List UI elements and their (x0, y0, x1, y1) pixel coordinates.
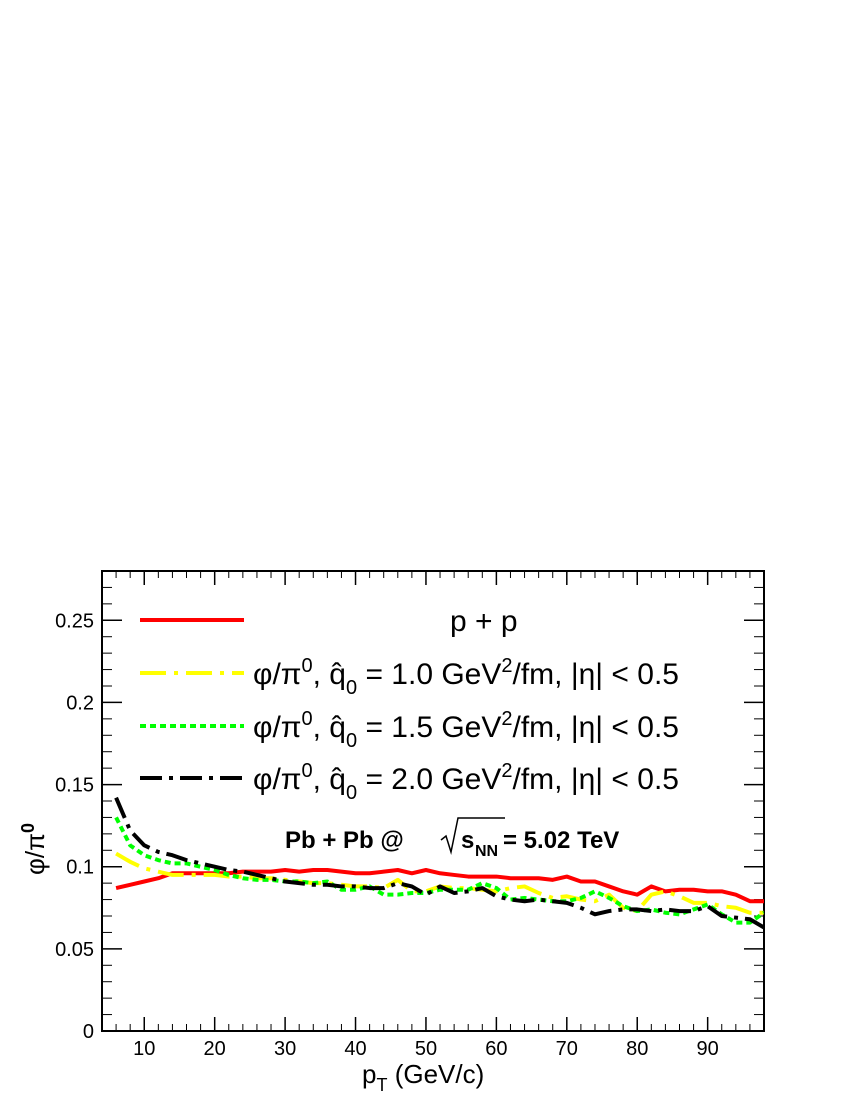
series-line-2 (114, 816, 764, 925)
legend-label-1: φ/π0, q̂0 = 1.0 GeV2/fm, |η| < 0.5 (253, 655, 679, 699)
legend-label-3: φ/π0, q̂0 = 2.0 GeV2/fm, |η| < 0.5 (253, 760, 679, 804)
legend-label-0: p + p (450, 605, 518, 638)
y-tick-label: 0 (83, 1021, 94, 1043)
annotation-sqrt-s: s (461, 827, 474, 854)
series-line-1 (115, 851, 764, 915)
axis-ticks: 10 20 30 40 50 60 70 80 90 0 0.05 0.1 0.15 0.2 0.25 (55, 571, 765, 1060)
y-tick-label: 0.15 (55, 775, 94, 797)
x-tick-label: 50 (415, 1038, 437, 1060)
legend: p + p φ/π0, q̂0 = 1.0 GeV2/fm, |η| < 0.5 φ… (140, 605, 679, 804)
annotation: Pb + Pb @ (285, 827, 404, 854)
x-tick-label: 80 (626, 1038, 648, 1060)
x-tick-label: 30 (274, 1038, 296, 1060)
x-tick-label: 60 (485, 1038, 507, 1060)
x-tick-label: 70 (556, 1038, 578, 1060)
annotation-suffix: = 5.02 TeV (503, 827, 619, 854)
x-tick-label: 90 (697, 1038, 719, 1060)
x-tick-label: 10 (133, 1038, 155, 1060)
y-axis-label: φ/π0 (18, 823, 50, 875)
y-tick-label: 0.05 (55, 939, 94, 961)
series-line-3 (114, 796, 764, 930)
sqrt-symbol (440, 817, 505, 855)
x-tick-label: 40 (344, 1038, 366, 1060)
annotation-sqrt-sub: NN (475, 843, 498, 860)
x-axis-label: pT (GeV/c) (362, 1059, 484, 1095)
plot-frame (101, 570, 765, 1032)
series-layer (114, 796, 764, 930)
y-tick-label: 0.2 (66, 692, 94, 714)
y-tick-label: 0.1 (66, 857, 94, 879)
x-tick-label: 20 (204, 1038, 226, 1060)
legend-label-2: φ/π0, q̂0 = 1.5 GeV2/fm, |η| < 0.5 (253, 708, 679, 752)
y-tick-label: 0.25 (55, 610, 94, 632)
